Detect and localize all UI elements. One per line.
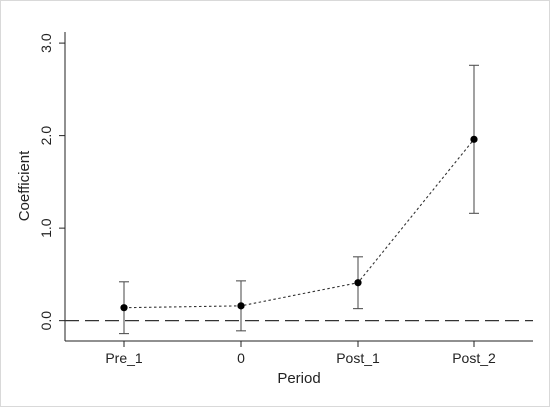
x-ticks: Pre_1 0 Post_1 Post_2 [105,341,496,366]
x-tick-label: Post_2 [452,350,496,366]
y-tick-label: 1.0 [38,218,54,238]
x-tick-label: Pre_1 [105,350,143,366]
series-connector-line [123,138,475,309]
connector-group [123,138,475,309]
data-point [120,304,128,312]
data-point [237,302,245,310]
y-ticks: 0.0 1.0 2.0 3.0 [38,33,65,330]
y-tick-label: 2.0 [38,126,54,146]
plot-area: 0.0 1.0 2.0 3.0 Pre_1 0 Post_1 Post_2 [38,32,533,366]
y-axis-label: Coefficient [16,150,33,221]
x-axis-label: Period [277,370,320,387]
data-point [470,135,478,143]
y-tick-label: 0.0 [38,311,54,331]
x-tick-label: 0 [237,350,245,366]
x-tick-label: Post_1 [336,350,380,366]
point-group [120,135,478,312]
y-tick-label: 3.0 [38,33,54,53]
errorbar-group [119,64,479,335]
data-point [354,279,362,287]
